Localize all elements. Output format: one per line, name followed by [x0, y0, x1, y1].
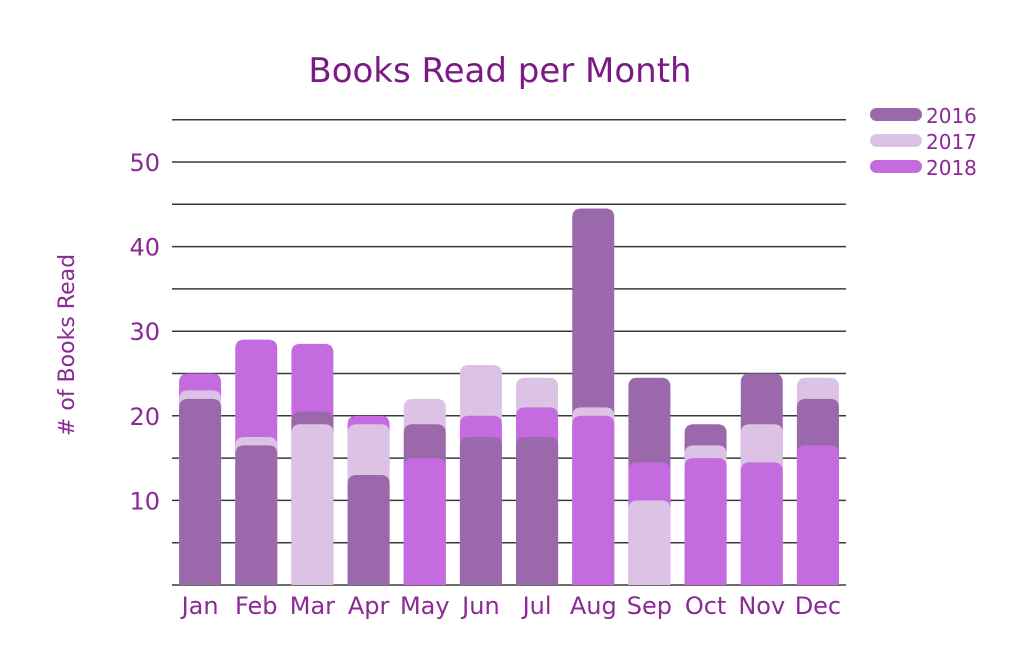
- y-axis-label: # of Books Read: [55, 254, 80, 436]
- y-tick-label: 50: [129, 149, 160, 177]
- x-tick-label: Apr: [348, 592, 390, 620]
- x-tick-label: Jan: [180, 592, 219, 620]
- x-tick-label: Oct: [685, 592, 727, 620]
- x-tick-label: Sep: [627, 592, 672, 620]
- bar-nov-2018: [740, 462, 783, 585]
- legend-swatch-2018: [870, 160, 922, 173]
- bar-oct-2018: [684, 458, 727, 585]
- legend-label-2017: 2017: [926, 130, 977, 154]
- bar-jan-2016: [179, 398, 222, 585]
- bar-apr-2016: [347, 475, 390, 585]
- bar-mar-2017: [291, 424, 334, 585]
- x-tick-label: Jul: [521, 592, 552, 620]
- y-tick-label: 20: [129, 403, 160, 431]
- x-tick-label: Aug: [570, 592, 617, 620]
- x-axis-ticks: Jan Feb Mar Apr May Jun Jul Aug Sep Oct Nov Dec: [180, 592, 842, 620]
- x-tick-label: May: [400, 592, 450, 620]
- x-tick-label: Mar: [290, 592, 335, 620]
- x-tick-label: Feb: [235, 592, 278, 620]
- x-tick-label: Dec: [795, 592, 841, 620]
- legend-swatch-2017: [870, 134, 922, 147]
- bars: [179, 208, 839, 585]
- y-tick-label: 30: [129, 318, 160, 346]
- gridlines: [172, 118, 846, 586]
- bar-feb-2016: [235, 445, 278, 585]
- y-tick-label: 40: [129, 234, 160, 262]
- legend-swatch-2016: [870, 108, 922, 121]
- bar-may-2018: [403, 458, 446, 585]
- bar-aug-2018: [572, 415, 615, 585]
- x-tick-label: Jun: [460, 592, 500, 620]
- bar-sep-2017: [628, 500, 671, 585]
- y-tick-label: 10: [129, 487, 160, 515]
- bar-jul-2016: [516, 436, 559, 585]
- legend-label-2018: 2018: [926, 156, 977, 180]
- bar-jun-2016: [459, 436, 502, 585]
- y-axis-ticks: 10 20 30 40 50: [129, 149, 160, 515]
- bar-dec-2018: [796, 445, 839, 585]
- x-tick-label: Nov: [738, 592, 785, 620]
- legend-label-2016: 2016: [926, 104, 977, 128]
- chart-title: Books Read per Month: [308, 51, 691, 91]
